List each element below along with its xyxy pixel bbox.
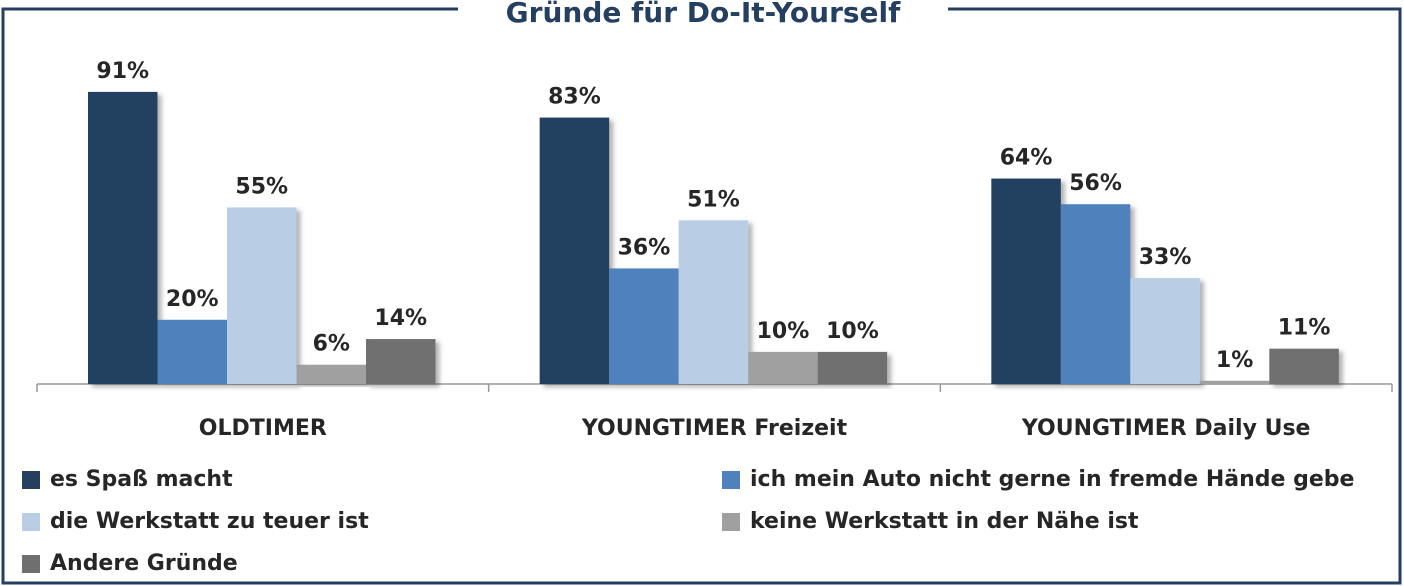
bar	[748, 351, 818, 384]
data-label: 10%	[757, 319, 810, 344]
legend-label: keine Werkstatt in der Nähe ist	[750, 509, 1139, 534]
legend-label: es Spaß macht	[50, 467, 233, 492]
legend-swatch	[22, 555, 40, 573]
bar	[817, 351, 888, 384]
x-tick-label: YOUNGTIMER Freizeit	[581, 416, 848, 441]
chart-title: Gründe für Do-It-Yourself	[506, 0, 901, 29]
data-label: 20%	[166, 287, 219, 312]
bar	[991, 178, 1061, 384]
bar	[88, 91, 158, 384]
data-label: 33%	[1139, 245, 1192, 270]
bar	[678, 220, 749, 384]
x-tick-label: YOUNGTIMER Daily Use	[1021, 416, 1311, 441]
data-label: 56%	[1069, 171, 1122, 196]
title-background	[458, 0, 948, 20]
data-label: 1%	[1216, 348, 1253, 373]
bar	[227, 207, 297, 384]
bar	[1269, 348, 1339, 384]
bar	[366, 339, 436, 384]
bar	[1060, 204, 1131, 384]
bar	[1199, 380, 1270, 384]
legend-label: ich mein Auto nicht gerne in fremde Händ…	[750, 467, 1354, 492]
data-label: 55%	[235, 174, 288, 199]
data-label: 51%	[687, 187, 740, 212]
bar	[157, 319, 227, 384]
x-tick-label: OLDTIMER	[199, 416, 327, 441]
bar	[1130, 278, 1200, 384]
data-label: 91%	[96, 59, 149, 84]
data-label: 83%	[548, 85, 601, 110]
data-label: 10%	[826, 319, 879, 344]
bar	[609, 268, 679, 384]
data-label: 36%	[618, 235, 671, 260]
legend-label: die Werkstatt zu teuer ist	[50, 509, 369, 534]
data-label: 64%	[1000, 146, 1053, 171]
legend-swatch	[22, 471, 40, 489]
legend-swatch	[722, 513, 740, 531]
legend-label: Andere Gründe	[50, 551, 238, 576]
legend-swatch	[22, 513, 40, 531]
bar	[296, 364, 366, 384]
data-label: 11%	[1278, 316, 1331, 341]
data-label: 6%	[313, 332, 350, 357]
legend-swatch	[722, 471, 740, 489]
data-label: 14%	[374, 306, 427, 331]
bar	[539, 117, 610, 384]
